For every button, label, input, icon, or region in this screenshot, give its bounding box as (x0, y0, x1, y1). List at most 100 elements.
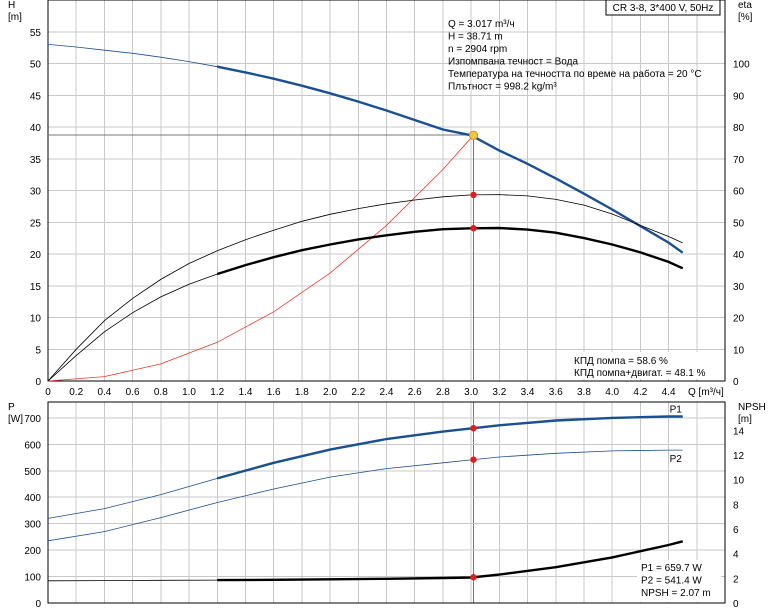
y-tick-right: 4 (733, 550, 739, 561)
y-tick-right: 8 (733, 500, 739, 511)
efficiency-note: КПД помпа = 58.6 % (574, 356, 668, 367)
y-tick-left: 5 (35, 345, 41, 356)
y-tick-left: 0 (35, 599, 41, 610)
info-line: Температура на течността по време на раб… (448, 68, 702, 80)
y-tick-left: 15 (30, 282, 42, 293)
efficiency-marker (470, 225, 477, 232)
efficiency-marker (470, 191, 477, 199)
y-tick-right: 0 (733, 377, 739, 388)
x-tick: 3.6 (549, 387, 563, 398)
x-tick: 1.2 (210, 387, 224, 398)
y-axis-unit-right: [m] (738, 414, 752, 425)
y-tick-left: 500 (24, 467, 41, 478)
y-axis-label-left: H (8, 0, 15, 11)
y-tick-right: 70 (733, 155, 745, 166)
y-tick-right: 12 (733, 451, 745, 462)
x-tick: 0.8 (154, 387, 168, 398)
values-box-bg (637, 560, 721, 602)
y-tick-right: 10 (733, 476, 745, 487)
y-tick-right: 50 (733, 218, 745, 229)
x-tick: 1.6 (267, 387, 281, 398)
p2-power-curve (47, 449, 683, 542)
power-marker (470, 574, 477, 581)
x-tick: 1.4 (239, 387, 253, 398)
info-line: Изпомпвана течност = Вода (448, 57, 578, 68)
y-tick-left: 20 (30, 250, 42, 261)
x-tick: 2.4 (380, 387, 394, 398)
x-tick: 2.6 (408, 387, 422, 398)
power-marker (470, 456, 477, 463)
y-tick-right: 40 (733, 250, 745, 261)
y-axis-unit-right: [%] (738, 12, 753, 23)
y-tick-right: 10 (733, 345, 745, 356)
y-tick-left: 400 (24, 493, 41, 504)
series-label-p1: P1 (670, 405, 683, 416)
y-tick-left: 30 (30, 187, 42, 198)
y-tick-left: 700 (24, 414, 41, 425)
title-box (605, 0, 721, 16)
y-tick-right: 0 (733, 599, 739, 610)
x-axis-label: Q [m³/ч] (688, 387, 724, 398)
duty-point-marker (468, 130, 479, 140)
info-line: H = 38.71 m (448, 32, 503, 43)
head-curve-operating-range (217, 65, 684, 254)
x-tick: 0.6 (126, 387, 140, 398)
y-tick-left: 10 (30, 314, 42, 325)
value-line: NPSH = 2.07 m (641, 588, 711, 599)
y-tick-right: 20 (733, 314, 745, 325)
x-tick: 4.2 (633, 387, 647, 398)
y-tick-right: 2 (733, 574, 739, 585)
total-efficiency-curve-operating-range (216, 226, 684, 276)
y-axis-label-right: eta (738, 0, 752, 11)
x-tick: 3.2 (492, 387, 506, 398)
system-curve (47, 134, 474, 382)
y-tick-right: 14 (733, 426, 745, 437)
info-line: Q = 3.017 m³/ч (448, 19, 515, 30)
x-tick: 0.4 (97, 387, 111, 398)
y-tick-left: 25 (30, 218, 42, 229)
p1-power-curve-operating-range (216, 415, 683, 480)
x-tick: 4.0 (605, 387, 619, 398)
y-axis-unit-left: [m] (8, 12, 22, 23)
efficiency-note: КПД помпа+двигат. = 48.1 % (574, 368, 706, 379)
y-axis-label-right: NPSH (738, 402, 766, 413)
x-tick: 0.2 (69, 387, 83, 398)
x-tick: 1.0 (182, 387, 196, 398)
plot-frame (47, 0, 726, 382)
y-tick-left: 200 (24, 546, 41, 557)
y-tick-right: 80 (733, 123, 745, 134)
x-tick: 1.8 (295, 387, 309, 398)
x-tick: 2.2 (351, 387, 365, 398)
x-tick: 3.0 (464, 387, 478, 398)
y-tick-left: 45 (30, 91, 42, 102)
x-tick: 0 (45, 387, 51, 398)
y-tick-right: 60 (733, 187, 745, 198)
x-tick: 2.0 (323, 387, 337, 398)
value-line: P2 = 541.4 W (641, 576, 702, 587)
y-tick-left: 35 (30, 155, 42, 166)
y-tick-left: 600 (24, 440, 41, 451)
plot-frame (47, 401, 726, 604)
x-tick: 3.8 (577, 387, 591, 398)
y-tick-left: 100 (24, 573, 41, 584)
y-tick-left: 40 (30, 123, 42, 134)
power-marker (470, 424, 477, 432)
y-tick-left: 55 (30, 28, 42, 39)
x-tick: 3.4 (521, 387, 535, 398)
y-axis-unit-left: [W] (8, 414, 23, 425)
y-axis-label-left: P (8, 402, 15, 413)
y-tick-right: 6 (733, 525, 739, 536)
x-tick: 2.8 (436, 387, 450, 398)
y-tick-right: 30 (733, 282, 745, 293)
y-tick-right: 100 (733, 60, 750, 71)
p1-power-curve (47, 416, 683, 519)
x-tick: 4.4 (662, 387, 676, 398)
pump-efficiency-curve (47, 194, 683, 382)
series-label-p2: P2 (670, 454, 683, 465)
y-tick-left: 50 (30, 60, 42, 71)
pump-model-title: CR 3-8, 3*400 V, 50Hz (613, 3, 714, 14)
info-line: Плътност = 998.2 kg/m³ (448, 82, 557, 93)
y-tick-right: 90 (733, 91, 745, 102)
value-line: P1 = 659.7 W (641, 563, 702, 574)
